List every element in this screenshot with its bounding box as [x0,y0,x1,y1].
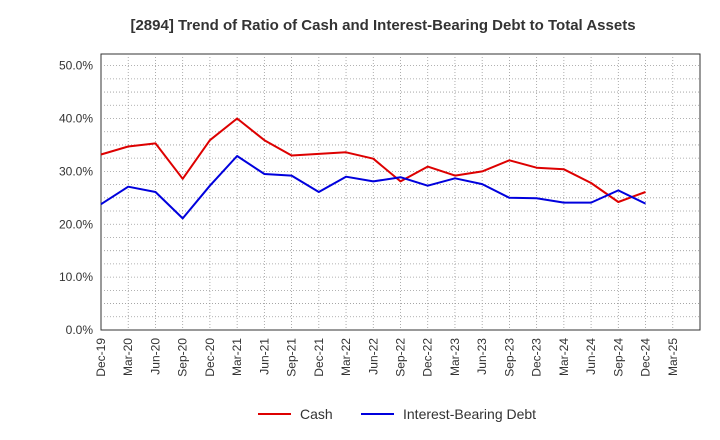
y-axis-ticks: 0.0% 10.0% 20.0% 30.0% 40.0% 50.0% [59,59,93,337]
y-tick-label: 40.0% [59,112,93,126]
x-tick-label: Dec-23 [530,338,544,377]
x-tick-label: Jun-22 [366,338,380,375]
x-tick-label: Mar-21 [230,338,244,376]
x-tick-label: Mar-22 [339,338,353,376]
chart-title: [2894] Trend of Ratio of Cash and Intere… [130,17,635,34]
x-tick-label: Sep-21 [285,338,299,377]
y-tick-label: 0.0% [66,323,94,337]
legend: Cash Interest-Bearing Debt [258,406,536,422]
legend-label-cash: Cash [300,406,333,422]
series-lines [100,117,646,220]
x-tick-label: Mar-24 [557,338,571,376]
y-tick-label: 30.0% [59,164,93,178]
x-tick-label: Mar-20 [121,338,135,376]
y-tick-label: 20.0% [59,217,93,231]
x-tick-label: Jun-24 [584,338,598,375]
x-tick-label: Jun-21 [257,338,271,375]
x-tick-label: Dec-19 [94,338,108,377]
y-tick-label: 50.0% [59,59,93,73]
y-tick-label: 10.0% [59,270,93,284]
series-line-cash [100,117,646,203]
x-tick-label: Jun-20 [148,338,162,375]
series-line-interest-bearing-debt [100,155,646,220]
x-tick-label: Dec-24 [639,338,653,377]
x-axis-ticks: Dec-19 Mar-20 Jun-20 Sep-20 Dec-20 Mar-21 Jun-… [94,338,680,377]
x-tick-label: Sep-23 [502,338,516,377]
x-tick-label: Dec-22 [421,338,435,377]
legend-label-interest-bearing-debt: Interest-Bearing Debt [403,406,536,422]
x-tick-label: Sep-20 [176,338,190,377]
x-tick-label: Jun-23 [475,338,489,375]
x-tick-label: Mar-25 [666,338,680,376]
x-tick-label: Dec-20 [203,338,217,377]
x-tick-label: Dec-21 [312,338,326,377]
x-tick-label: Mar-23 [448,338,462,376]
x-tick-label: Sep-22 [394,338,408,377]
grid-lines [101,54,700,330]
x-tick-label: Sep-24 [611,338,625,377]
